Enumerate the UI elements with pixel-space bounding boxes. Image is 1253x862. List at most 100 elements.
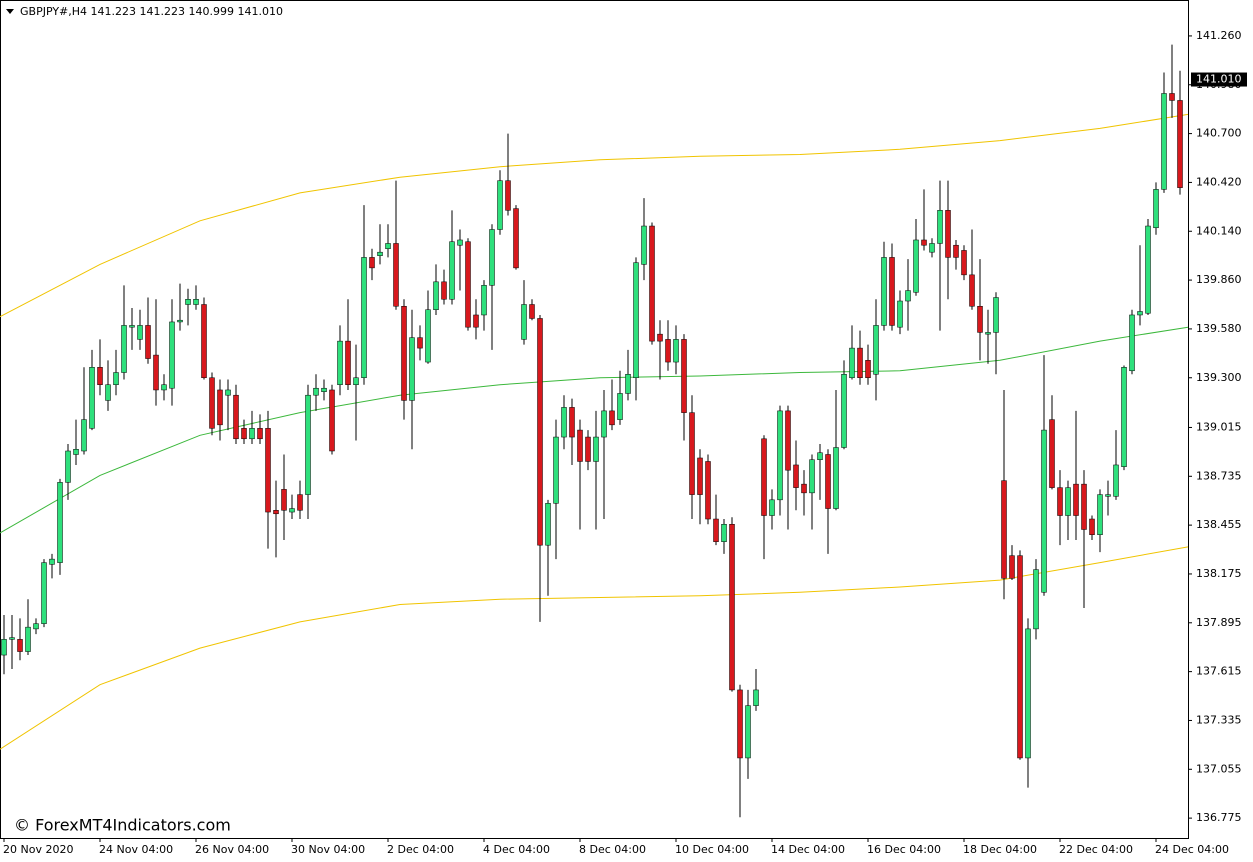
candle-body <box>769 499 775 516</box>
candle-body <box>809 459 815 494</box>
candle-body <box>73 449 79 455</box>
candle-body <box>369 257 375 269</box>
candle-body <box>665 339 671 363</box>
candle-body <box>361 257 367 379</box>
candle-body <box>449 241 455 300</box>
menu-triangle[interactable] <box>6 9 14 14</box>
candle-body <box>977 305 983 333</box>
candle-body <box>1137 311 1143 316</box>
candle-body <box>929 243 935 253</box>
candle-body <box>1001 480 1007 579</box>
y-tick-label: 139.300 <box>1196 371 1242 384</box>
candle-body <box>761 438 767 516</box>
candle-body <box>217 389 223 426</box>
candle-body <box>57 482 63 563</box>
y-tick-label: 138.175 <box>1196 567 1242 580</box>
candle-body <box>1073 483 1079 516</box>
candle-body <box>169 321 175 389</box>
candle-body <box>105 384 111 401</box>
candle-body <box>553 436 559 504</box>
candle-body <box>41 562 47 624</box>
candle-body <box>905 290 911 302</box>
candle-body <box>425 309 431 363</box>
x-tick-label: 2 Dec 04:00 <box>387 843 454 856</box>
candle-body <box>993 297 999 333</box>
candle-body <box>585 436 591 462</box>
candle-body <box>265 428 271 513</box>
candle-body <box>649 225 655 342</box>
indicator-line <box>0 326 1189 534</box>
y-tick-label: 137.055 <box>1196 762 1242 775</box>
candle-body <box>1041 429 1047 593</box>
y-tick-label: 140.700 <box>1196 127 1242 140</box>
candle-body <box>785 410 791 471</box>
candle-body <box>1169 93 1175 101</box>
x-tick-label: 24 Dec 04:00 <box>1155 843 1229 856</box>
candle-body <box>801 483 807 494</box>
y-tick-label: 137.895 <box>1196 616 1242 629</box>
candle-body <box>777 410 783 501</box>
x-tick-label: 22 Dec 04:00 <box>1059 843 1133 856</box>
candle-body <box>209 377 215 429</box>
y-tick-label: 137.615 <box>1196 665 1242 678</box>
candle-body <box>561 407 567 438</box>
y-tick-label: 139.580 <box>1196 322 1242 335</box>
candle-body <box>225 389 231 396</box>
candle-body <box>577 429 583 462</box>
x-tick-label: 16 Dec 04:00 <box>867 843 941 856</box>
candle-body <box>9 637 15 640</box>
y-tick-label: 140.420 <box>1196 175 1242 188</box>
candle-body <box>65 450 71 483</box>
y-tick-label: 136.775 <box>1196 811 1242 824</box>
candle-body <box>233 394 239 440</box>
candle-body <box>985 332 991 335</box>
x-tick-label: 20 Nov 2020 <box>3 843 73 856</box>
candle-body <box>1033 569 1039 630</box>
candle-body <box>297 494 303 511</box>
y-tick-label: 140.140 <box>1196 224 1242 237</box>
candle-body <box>745 705 751 759</box>
candle-body <box>601 410 607 438</box>
y-tick-label: 138.735 <box>1196 469 1242 482</box>
candle-body <box>689 412 695 495</box>
candle-body <box>121 325 127 373</box>
candle-body <box>345 340 351 385</box>
candle-body <box>969 274 975 307</box>
candle-body <box>97 367 103 385</box>
x-tick-label: 4 Dec 04:00 <box>483 843 550 856</box>
candle-body <box>185 299 191 305</box>
candle-body <box>497 180 503 230</box>
candle-body <box>137 325 143 340</box>
candle-body <box>537 318 543 546</box>
candle-body <box>569 407 575 438</box>
candle-body <box>457 239 463 246</box>
candle-body <box>913 239 919 293</box>
candle-body <box>201 304 207 379</box>
candle-body <box>401 305 407 401</box>
candle-body <box>1105 494 1111 497</box>
candle-body <box>1065 487 1071 516</box>
candle-body <box>729 524 735 691</box>
candle-body <box>921 239 927 246</box>
candle-body <box>329 389 335 452</box>
candle-body <box>281 489 287 511</box>
candle-body <box>1081 483 1087 530</box>
candle-body <box>953 244 959 258</box>
candle-body <box>1153 189 1159 229</box>
candle-body <box>505 180 511 211</box>
x-tick-label: 10 Dec 04:00 <box>675 843 749 856</box>
candle-body <box>1177 100 1183 188</box>
candle-body <box>81 419 87 452</box>
x-tick-label: 26 Nov 04:00 <box>195 843 269 856</box>
candle-body <box>889 257 895 326</box>
x-tick-label: 14 Dec 04:00 <box>771 843 845 856</box>
candle-body <box>241 428 247 440</box>
candle-body <box>113 372 119 385</box>
candle-body <box>145 325 151 359</box>
candle-body <box>465 241 471 328</box>
y-tick-label: 137.335 <box>1196 713 1242 726</box>
candle-body <box>593 436 599 462</box>
candle-body <box>473 314 479 328</box>
candle-body <box>289 508 295 513</box>
candle-body <box>1 639 7 656</box>
